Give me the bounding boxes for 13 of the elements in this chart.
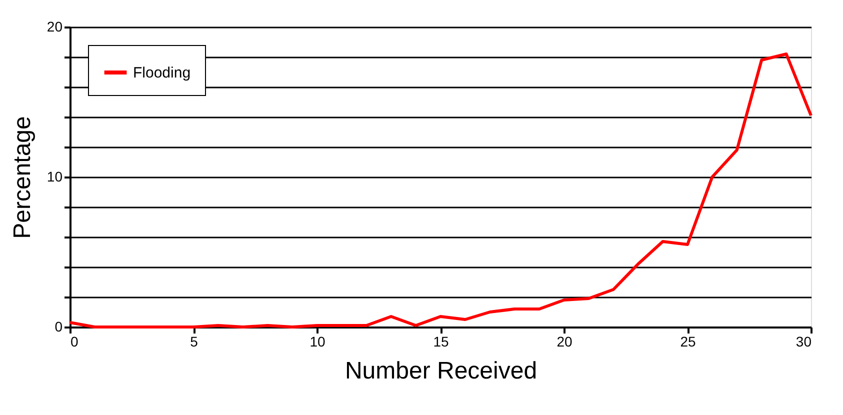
x-tick-label: 0 [70,334,78,350]
y-tick-label: 20 [46,18,63,34]
y-axis-title: Percentage [8,116,36,239]
x-tick-label: 25 [680,334,696,350]
x-tick-label: 10 [310,334,326,350]
x-axis-title: Number Received [344,358,538,384]
x-tick-label: 15 [433,334,449,350]
y-tick-label: 10 [46,168,63,184]
y-tick-label: 0 [54,318,63,334]
x-tick-label: 30 [796,334,812,350]
x-tick-label: 5 [190,334,198,350]
legend-label: Flooding [133,64,191,82]
x-tick-label: 20 [556,334,572,350]
